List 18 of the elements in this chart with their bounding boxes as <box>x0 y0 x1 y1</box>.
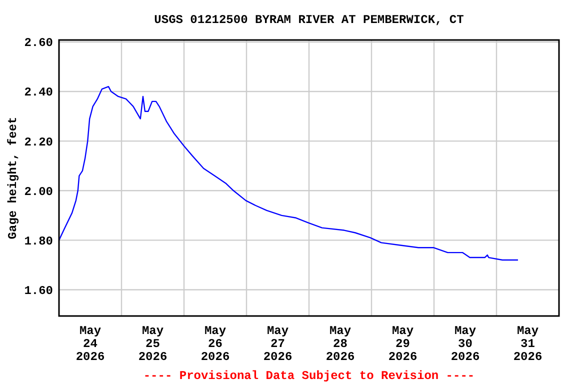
chart-title: USGS 01212500 BYRAM RIVER AT PEMBERWICK, CT <box>154 13 464 27</box>
y-tick-label: 2.60 <box>24 36 53 50</box>
x-tick-label: May 29 2026 <box>388 324 418 364</box>
text: ---- Provisional Data Subject to Revision ---- <box>143 369 475 383</box>
x-tick-label: May 28 2026 <box>326 324 355 364</box>
line-series <box>58 86 519 261</box>
y-tick-label: 2.40 <box>24 86 53 100</box>
y-tick-label: 1.60 <box>24 284 53 298</box>
y-tick-label: 2.00 <box>24 184 53 199</box>
y-tick-label: 1.80 <box>24 234 53 248</box>
y-tick-label: 2.20 <box>24 135 53 150</box>
x-tick-label: May 26 2026 <box>200 324 230 364</box>
x-tick-label: May 25 2026 <box>138 324 168 364</box>
x-tick-label: May 27 2026 <box>263 324 292 364</box>
x-tick-label: May 24 2026 <box>76 324 105 364</box>
x-tick-label: May 30 2026 <box>450 324 480 364</box>
x-tick-label: May 31 2026 <box>513 324 542 364</box>
y-axis-title: Gage height, feet <box>6 116 20 240</box>
